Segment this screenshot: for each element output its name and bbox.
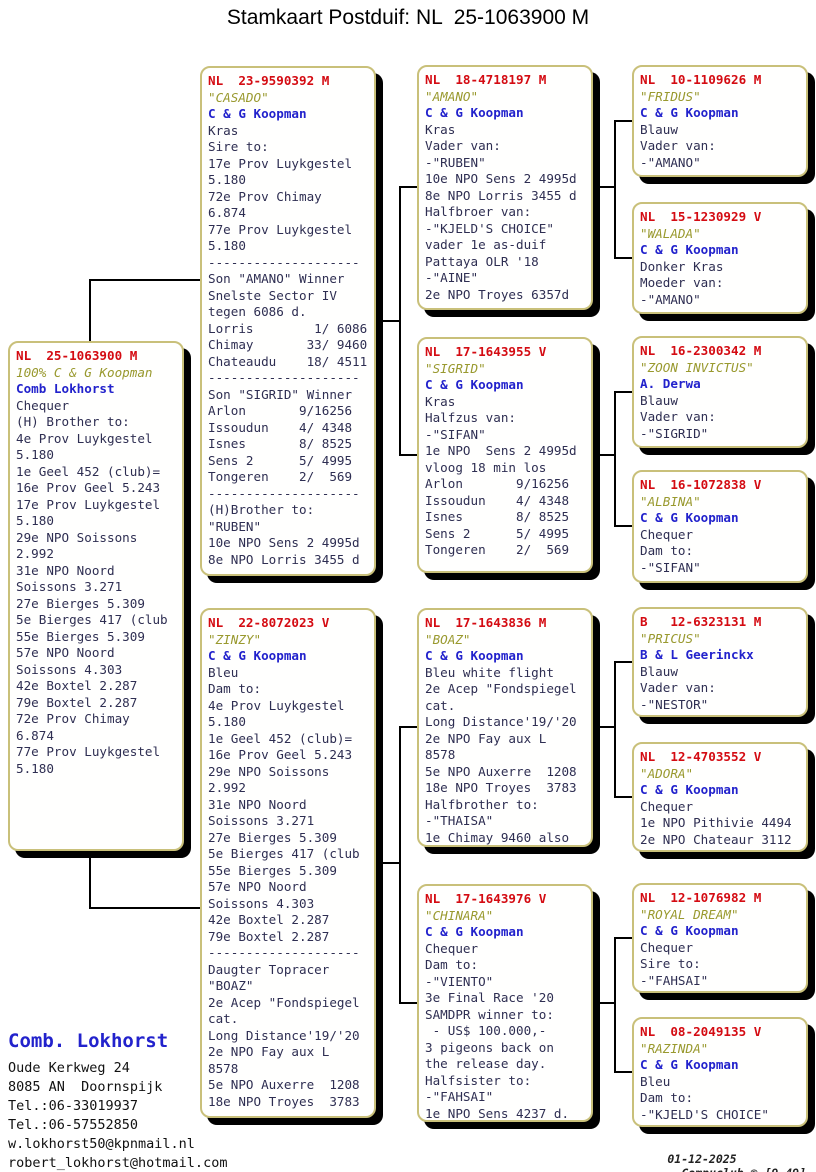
owner-name: A. Derwa bbox=[640, 376, 701, 391]
owner-name: C & G Koopman bbox=[640, 782, 739, 797]
ring-number: NL 12-1076982 M bbox=[640, 890, 762, 905]
owner-name: C & G Koopman bbox=[425, 648, 524, 663]
pedigree-box-subject: NL 25-1063900 M 100% C & G Koopman Comb … bbox=[8, 341, 184, 851]
pigeon-details: Bleu Dam to: 4e Prov Luykgestel 5.180 1e… bbox=[208, 664, 360, 1109]
pedigree-box-sire-dam: NL 17-1643955 V "SIGRID" C & G Koopman K… bbox=[417, 337, 593, 573]
pigeon-name: "CASADO" bbox=[208, 89, 269, 105]
ring-number: NL 08-2049135 V bbox=[640, 1024, 762, 1039]
owner-name: C & G Koopman bbox=[640, 105, 739, 120]
ring-number: NL 15-1230929 V bbox=[640, 209, 762, 224]
ring-number: NL 16-1072838 V bbox=[640, 477, 762, 492]
contact-block: Comb. Lokhorst Oude Kerkweg 24 8085 AN D… bbox=[8, 1030, 227, 1172]
pedigree-box-sire-sire-dam: NL 15-1230929 V "WALADA" C & G Koopman D… bbox=[632, 202, 808, 314]
owner-name: Comb Lokhorst bbox=[16, 381, 115, 396]
pigeon-details: Blauw Vader van: -"AMANO" bbox=[640, 121, 716, 170]
contact-details: Oude Kerkweg 24 8085 AN Doornspijk Tel.:… bbox=[8, 1060, 228, 1171]
pigeon-name: "WALADA" bbox=[640, 225, 701, 241]
ring-number: NL 17-1643955 V bbox=[425, 344, 547, 359]
print-footer: 01-12-2025 Compuclub © [9.49] Comb. Lokh… bbox=[640, 1138, 806, 1172]
footer-software: Compuclub © [9.49] bbox=[681, 1166, 806, 1172]
pigeon-details: Bleu Dam to: -"KJELD'S CHOICE" bbox=[640, 1073, 769, 1122]
pedigree-box-sire-sire: NL 18-4718197 M "AMANO" C & G Koopman Kr… bbox=[417, 65, 593, 310]
pigeon-name: "ZOON INVICTUS" bbox=[640, 359, 754, 375]
pedigree-box-sire-dam-sire: NL 16-2300342 M "ZOON INVICTUS" A. Derwa… bbox=[632, 336, 808, 448]
owner-name: C & G Koopman bbox=[425, 924, 524, 939]
pedigree-box-sire-dam-dam: NL 16-1072838 V "ALBINA" C & G Koopman C… bbox=[632, 470, 808, 583]
owner-name: C & G Koopman bbox=[640, 923, 739, 938]
pigeon-name: 100% C & G Koopman bbox=[16, 364, 153, 380]
pigeon-name: "ROYAL DREAM" bbox=[640, 906, 739, 922]
pigeon-details: Kras Sire to: 17e Prov Luykgestel 5.180 … bbox=[208, 122, 368, 567]
owner-name: C & G Koopman bbox=[640, 242, 739, 257]
ring-number: NL 23-9590392 M bbox=[208, 73, 330, 88]
ring-number: NL 18-4718197 M bbox=[425, 72, 547, 87]
pigeon-details: Blauw Vader van: -"NESTOR" bbox=[640, 663, 716, 712]
pedigree-box-dam-dam: NL 17-1643976 V "CHINARA" C & G Koopman … bbox=[417, 884, 593, 1122]
pedigree-box-dam: NL 22-8072023 V "ZINZY" C & G Koopman Bl… bbox=[200, 608, 376, 1118]
pedigree-box-sire-sire-sire: NL 10-1109626 M "FRIDUS" C & G Koopman B… bbox=[632, 65, 808, 177]
pigeon-name: "ADORA" bbox=[640, 765, 694, 781]
pigeon-details: Chequer Sire to: -"FAHSAI" bbox=[640, 939, 709, 988]
pigeon-details: Chequer Dam to: -"VIENTO" 3e Final Race … bbox=[425, 940, 570, 1121]
pigeon-name: "PRICUS" bbox=[640, 630, 701, 646]
pigeon-name: "CHINARA" bbox=[425, 907, 494, 923]
pedigree-box-dam-sire-dam: NL 12-4703552 V "ADORA" C & G Koopman Ch… bbox=[632, 742, 808, 852]
pigeon-name: "BOAZ" bbox=[425, 631, 471, 647]
owner-name: C & G Koopman bbox=[425, 377, 524, 392]
owner-name: B & L Geerinckx bbox=[640, 647, 754, 662]
ring-number: NL 16-2300342 M bbox=[640, 343, 762, 358]
pedigree-box-dam-sire-sire: B 12-6323131 M "PRICUS" B & L Geerinckx … bbox=[632, 607, 808, 717]
pigeon-name: "AMANO" bbox=[425, 88, 479, 104]
pigeon-details: Chequer Dam to: -"SIFAN" bbox=[640, 526, 701, 575]
pedigree-box-dam-sire: NL 17-1643836 M "BOAZ" C & G Koopman Ble… bbox=[417, 608, 593, 847]
pigeon-name: "ALBINA" bbox=[640, 493, 701, 509]
owner-name: C & G Koopman bbox=[208, 106, 307, 121]
pigeon-name: "ZINZY" bbox=[208, 631, 262, 647]
pigeon-details: Donker Kras Moeder van: -"AMANO" bbox=[640, 258, 724, 307]
ring-number: NL 22-8072023 V bbox=[208, 615, 330, 630]
pedigree-box-sire: NL 23-9590392 M "CASADO" C & G Koopman K… bbox=[200, 66, 376, 576]
page-title: Stamkaart Postduif: NL 25-1063900 M bbox=[226, 6, 590, 29]
pigeon-name: "SIGRID" bbox=[425, 360, 486, 376]
owner-name: C & G Koopman bbox=[208, 648, 307, 663]
pigeon-details: Chequer (H) Brother to: 4e Prov Luykgest… bbox=[16, 397, 168, 776]
pedigree-box-dam-dam-dam: NL 08-2049135 V "RAZINDA" C & G Koopman … bbox=[632, 1017, 808, 1127]
ring-number: NL 17-1643836 M bbox=[425, 615, 547, 630]
pigeon-details: Bleu white flight 2e Acep "Fondspiegel c… bbox=[425, 664, 577, 845]
pigeon-details: Chequer 1e NPO Pithivie 4494 2e NPO Chat… bbox=[640, 798, 792, 847]
owner-name: C & G Koopman bbox=[640, 510, 739, 525]
pigeon-details: Blauw Vader van: -"SIGRID" bbox=[640, 392, 716, 441]
ring-number: NL 25-1063900 M bbox=[16, 348, 138, 363]
pigeon-name: "RAZINDA" bbox=[640, 1040, 709, 1056]
pigeon-name: "FRIDUS" bbox=[640, 88, 701, 104]
ring-number: NL 10-1109626 M bbox=[640, 72, 762, 87]
ring-number: NL 17-1643976 V bbox=[425, 891, 547, 906]
contact-name: Comb. Lokhorst bbox=[8, 1030, 169, 1052]
footer-date: 01-12-2025 bbox=[667, 1152, 737, 1166]
pigeon-details: Kras Vader van: -"RUBEN" 10e NPO Sens 2 … bbox=[425, 121, 577, 302]
ring-number: B 12-6323131 M bbox=[640, 614, 762, 629]
owner-name: C & G Koopman bbox=[640, 1057, 739, 1072]
owner-name: C & G Koopman bbox=[425, 105, 524, 120]
ring-number: NL 12-4703552 V bbox=[640, 749, 762, 764]
pedigree-box-dam-dam-sire: NL 12-1076982 M "ROYAL DREAM" C & G Koop… bbox=[632, 883, 808, 993]
pigeon-details: Kras Halfzus van: -"SIFAN" 1e NPO Sens 2… bbox=[425, 393, 577, 558]
